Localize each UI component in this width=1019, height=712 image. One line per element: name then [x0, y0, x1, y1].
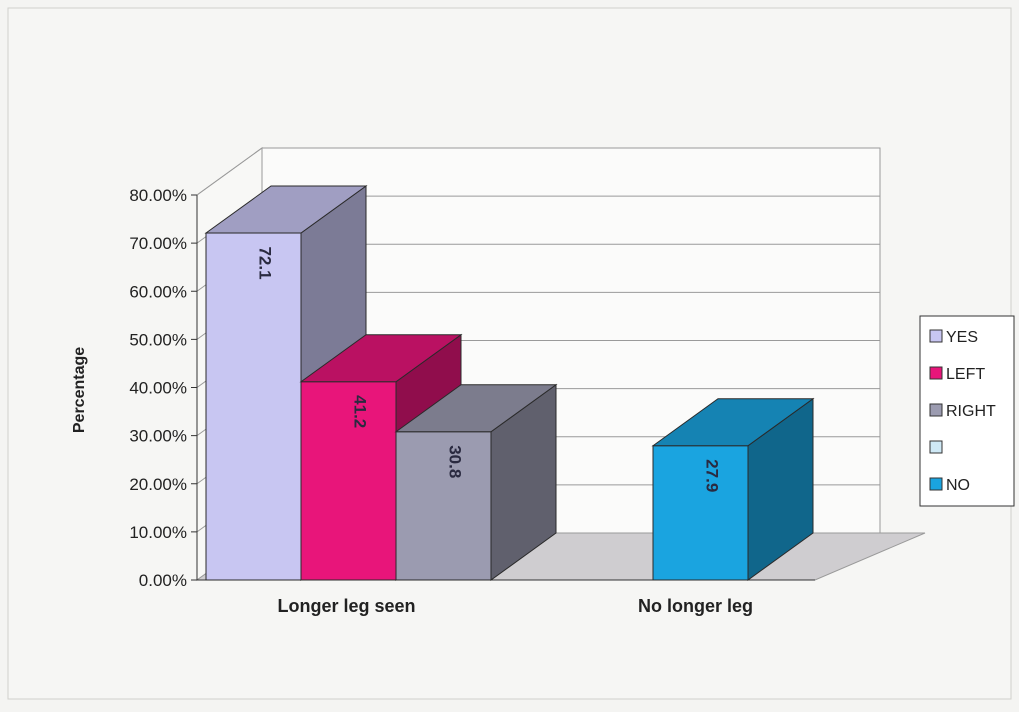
bar-value-label: 30.8	[446, 445, 465, 478]
bar-top	[651, 398, 815, 447]
y-tick-label: 20.00%	[129, 475, 187, 494]
legend-swatch	[929, 366, 943, 380]
bar-front	[652, 445, 749, 581]
bar-value-label: 41.2	[351, 395, 370, 428]
x-tick-label: No longer leg	[638, 596, 753, 616]
bar-top	[299, 334, 463, 383]
legend-label: RIGHT	[946, 403, 996, 420]
bar-value-label: 27.9	[703, 459, 722, 492]
bar-front	[205, 232, 302, 581]
y-tick-label: 60.00%	[129, 282, 187, 301]
bar-front	[300, 381, 397, 581]
y-tick-label: 70.00%	[129, 234, 187, 253]
legend-label: NO	[946, 477, 970, 494]
legend-swatch	[929, 440, 943, 454]
y-tick-label: 10.00%	[129, 523, 187, 542]
y-tick-label: 0.00%	[139, 571, 187, 590]
legend: YES LEFT RIGHT NO	[919, 315, 1015, 507]
legend-swatch	[929, 329, 943, 343]
y-tick-label: 40.00%	[129, 379, 187, 398]
bar-right-0: 30.8	[394, 383, 558, 581]
gridline	[196, 147, 880, 196]
y-tick-label: 50.00%	[129, 330, 187, 349]
y-axis-tick-labels: 0.00% 10.00% 20.00% 30.00% 40.00% 50.00% 60.00…	[129, 186, 187, 590]
x-axis-tick-labels: Longer leg seen No longer leg	[277, 596, 753, 616]
legend-swatch	[929, 403, 943, 417]
bar-no-1: 27.9	[651, 397, 815, 581]
bar-value-label: 72.1	[256, 246, 275, 279]
bar-top	[394, 384, 558, 433]
bars: 72.1 41.2 30.8 27.9	[204, 185, 815, 581]
legend-label: YES	[946, 329, 978, 346]
bar-top	[204, 185, 368, 234]
legend-label: LEFT	[946, 366, 985, 383]
y-axis-label: Percentage	[71, 347, 88, 433]
y-tick-label: 80.00%	[129, 186, 187, 205]
y-tick-label: 30.00%	[129, 427, 187, 446]
bar-front	[395, 431, 492, 581]
legend-swatch	[929, 477, 943, 491]
x-tick-label: Longer leg seen	[277, 596, 415, 616]
